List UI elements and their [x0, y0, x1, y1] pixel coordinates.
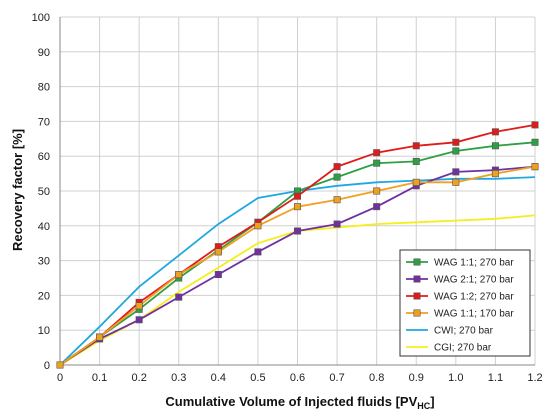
data-point: [333, 163, 341, 171]
data-point: [333, 173, 341, 181]
data-point: [56, 361, 64, 369]
legend-label: WAG 2:1; 270 bar: [434, 275, 514, 286]
x-tick-label: 0.7: [329, 372, 344, 384]
x-tick-label: 0.4: [211, 372, 226, 384]
data-point: [293, 192, 301, 200]
y-tick-label: 50: [38, 186, 50, 198]
data-point: [333, 220, 341, 228]
data-point: [175, 293, 183, 301]
legend-items: WAG 1:1; 270 bar WAG 2:1; 270 bar WAG 1:2;…: [406, 258, 514, 354]
tick-labels: 0 10 20 30 40 50 60 70 80 90 100 0 0.1 0.2 0.3 0.4 0.5 0.…: [32, 12, 543, 384]
data-point: [452, 138, 460, 146]
x-tick-label: 0: [57, 372, 63, 384]
data-point: [531, 163, 539, 171]
y-tick-label: 80: [38, 82, 50, 94]
x-tick-label: 0.2: [132, 372, 147, 384]
legend: WAG 1:1; 270 bar WAG 2:1; 270 bar WAG 1:2;…: [399, 249, 531, 357]
legend-entry: WAG 1:1; 270 bar: [406, 258, 514, 269]
y-tick-label: 70: [38, 116, 50, 128]
data-point: [531, 138, 539, 146]
y-tick-label: 40: [38, 221, 50, 233]
y-tick-label: 100: [32, 12, 50, 24]
x-tick-label: 0.1: [92, 372, 107, 384]
data-point: [135, 316, 143, 324]
data-point: [412, 157, 420, 165]
data-point: [254, 248, 262, 256]
legend-label: CGI; 270 bar: [434, 343, 492, 354]
data-point: [373, 159, 381, 167]
data-point: [135, 302, 143, 310]
data-point: [214, 271, 222, 279]
x-axis-title-sub: HC: [417, 401, 430, 411]
data-point: [333, 196, 341, 204]
data-point: [531, 121, 539, 129]
x-axis-title: Cumulative Volume of Injected fluids [PV…: [165, 394, 434, 411]
x-tick-label: 0.3: [171, 372, 186, 384]
y-tick-label: 30: [38, 256, 50, 268]
data-point: [96, 333, 104, 341]
legend-entry: WAG 1:1; 170 bar: [406, 309, 514, 320]
data-point: [373, 187, 381, 195]
data-point: [214, 248, 222, 256]
legend-entry: WAG 1:2; 270 bar: [406, 292, 514, 303]
data-point: [452, 147, 460, 155]
y-tick-label: 60: [38, 151, 50, 163]
legend-label: WAG 1:2; 270 bar: [434, 292, 514, 303]
data-point: [254, 222, 262, 230]
y-tick-label: 10: [38, 325, 50, 337]
legend-marker: [413, 275, 421, 283]
x-tick-label: 0.5: [250, 372, 265, 384]
y-tick-label: 0: [44, 360, 50, 372]
axes: [59, 17, 535, 366]
y-tick-label: 20: [38, 290, 50, 302]
data-point: [491, 128, 499, 136]
x-tick-label: 1.1: [488, 372, 503, 384]
legend-label: CWI; 270 bar: [434, 326, 494, 337]
legend-marker: [413, 292, 421, 300]
x-tick-label: 0.9: [409, 372, 424, 384]
data-point: [412, 142, 420, 150]
data-point: [491, 142, 499, 150]
legend-entry: CWI; 270 bar: [406, 326, 494, 337]
legend-marker: [413, 309, 421, 317]
series-layer: [56, 121, 539, 369]
data-point: [373, 149, 381, 157]
y-tick-label: 90: [38, 47, 50, 59]
x-tick-label: 1.2: [527, 372, 542, 384]
data-point: [175, 271, 183, 279]
x-tick-label: 1.0: [448, 372, 463, 384]
legend-label: WAG 1:1; 270 bar: [434, 258, 514, 269]
y-axis-title: Recovery factor [%]: [10, 129, 25, 251]
x-axis-title-end: ]: [430, 394, 434, 409]
data-point: [452, 178, 460, 186]
data-point: [452, 168, 460, 176]
legend-entry: CGI; 270 bar: [406, 343, 492, 354]
data-point: [293, 227, 301, 235]
data-point: [412, 178, 420, 186]
legend-marker: [413, 258, 421, 266]
legend-box: [399, 249, 531, 357]
data-point: [293, 203, 301, 211]
legend-label: WAG 1:1; 170 bar: [434, 309, 514, 320]
data-point: [491, 170, 499, 178]
data-point: [373, 203, 381, 211]
x-tick-label: 0.8: [369, 372, 384, 384]
x-tick-label: 0.6: [290, 372, 305, 384]
series-4: [56, 163, 539, 369]
legend-entry: WAG 2:1; 270 bar: [406, 275, 514, 286]
x-axis-title-main: Cumulative Volume of Injected fluids [PV: [165, 394, 417, 409]
